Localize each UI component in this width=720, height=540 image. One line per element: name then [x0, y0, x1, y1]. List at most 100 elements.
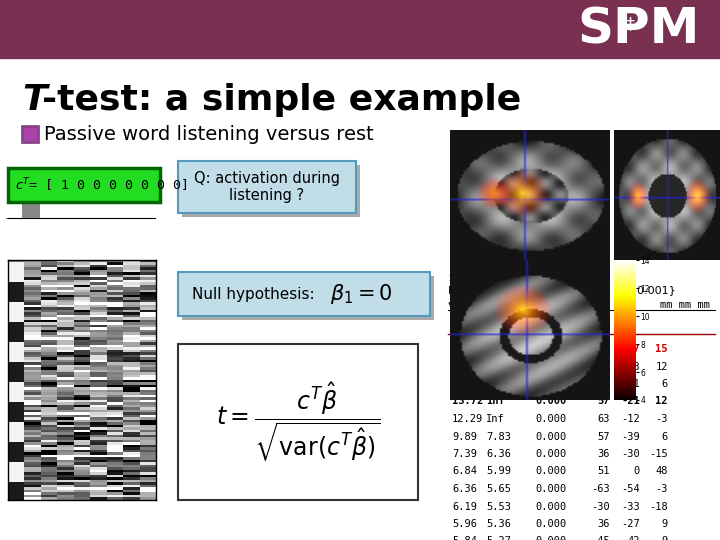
Text: 0.000: 0.000 — [535, 414, 566, 424]
Text: 0: 0 — [634, 467, 640, 476]
Text: -33: -33 — [621, 502, 640, 511]
Text: 42: 42 — [628, 537, 640, 540]
Text: results:: results: — [475, 272, 528, 285]
Text: 0.000: 0.000 — [535, 379, 566, 389]
Text: 57: 57 — [598, 396, 610, 407]
Text: -12: -12 — [621, 414, 640, 424]
Text: 7.39: 7.39 — [452, 449, 477, 459]
Text: 0.000: 0.000 — [535, 449, 566, 459]
Bar — [178, 272, 430, 316]
Text: 0.000: 0.000 — [535, 344, 566, 354]
Bar — [182, 276, 434, 320]
Text: Q: activation during
listening ?: Q: activation during listening ? — [194, 171, 340, 203]
Text: 5.65: 5.65 — [486, 484, 511, 494]
Text: 57: 57 — [598, 431, 610, 442]
Text: -33: -33 — [621, 361, 640, 372]
Text: Inf: Inf — [486, 396, 505, 407]
Text: uncorrected: uncorrected — [550, 322, 605, 331]
Text: -45: -45 — [591, 537, 610, 540]
Text: 6.84: 6.84 — [452, 467, 477, 476]
Text: T: T — [22, 83, 47, 117]
Text: †: † — [626, 15, 635, 33]
Text: Height threshold T = 3.2057  {p<0.001}: Height threshold T = 3.2057 {p<0.001} — [448, 286, 676, 296]
Text: 5.36: 5.36 — [486, 519, 511, 529]
Text: 11.82: 11.82 — [452, 379, 483, 389]
Text: 6.36: 6.36 — [486, 449, 511, 459]
Text: 9: 9 — [662, 537, 668, 540]
Text: ): ) — [511, 322, 516, 332]
Text: -30: -30 — [591, 502, 610, 511]
Text: $\beta_1 = 0$: $\beta_1 = 0$ — [330, 282, 392, 306]
Text: -66: -66 — [591, 379, 610, 389]
Text: -30: -30 — [621, 449, 640, 459]
Text: 9.89: 9.89 — [452, 431, 477, 442]
Text: -27: -27 — [621, 344, 640, 354]
Bar — [0, 0, 720, 58]
Text: -48: -48 — [591, 361, 610, 372]
Text: 6: 6 — [662, 379, 668, 389]
Text: voxel-level: voxel-level — [448, 300, 508, 310]
Text: -3: -3 — [655, 414, 668, 424]
Text: -: - — [5, 213, 9, 223]
Text: Inf: Inf — [486, 379, 505, 389]
Text: ₑ: ₑ — [506, 322, 510, 331]
Text: T: T — [452, 322, 459, 332]
Text: Inf: Inf — [486, 344, 505, 354]
Text: 12.04: 12.04 — [452, 361, 483, 372]
Text: -63: -63 — [591, 344, 610, 354]
Text: 6: 6 — [662, 431, 668, 442]
Text: 5.96: 5.96 — [452, 519, 477, 529]
Text: (Z: (Z — [492, 322, 504, 332]
Text: 7.83: 7.83 — [486, 431, 511, 442]
Text: 6.19: 6.19 — [452, 502, 477, 511]
Text: -18: -18 — [649, 502, 668, 511]
Text: 12.29: 12.29 — [452, 414, 483, 424]
Text: -21: -21 — [621, 379, 640, 389]
Text: 0.000: 0.000 — [535, 467, 566, 476]
Text: -test: a simple example: -test: a simple example — [42, 83, 521, 117]
Text: 6.36: 6.36 — [452, 484, 477, 494]
Bar — [182, 165, 360, 217]
Text: SPM: SPM — [577, 5, 700, 53]
Text: 13.94: 13.94 — [452, 344, 483, 354]
Text: Null hypothesis:: Null hypothesis: — [192, 287, 315, 301]
Text: -63: -63 — [591, 484, 610, 494]
Text: 63: 63 — [598, 414, 610, 424]
Text: 0.000: 0.000 — [535, 519, 566, 529]
Text: 0.000: 0.000 — [535, 502, 566, 511]
Text: 0.000: 0.000 — [535, 484, 566, 494]
Text: SPM: SPM — [448, 272, 470, 285]
Text: 36: 36 — [598, 519, 610, 529]
Text: 15: 15 — [655, 344, 668, 354]
Text: 5.84: 5.84 — [452, 537, 477, 540]
Text: 0.000: 0.000 — [535, 537, 566, 540]
Text: 0.000: 0.000 — [535, 361, 566, 372]
Text: 36: 36 — [598, 449, 610, 459]
Text: 51: 51 — [598, 467, 610, 476]
Text: 0.000: 0.000 — [535, 396, 566, 407]
Text: $c^T$= [ 1 0 0 0 0 0 0 0]: $c^T$= [ 1 0 0 0 0 0 0 0] — [15, 176, 187, 194]
Text: Passive word listening versus rest: Passive word listening versus rest — [44, 125, 374, 144]
Text: Inf: Inf — [486, 361, 505, 372]
Text: 5.27: 5.27 — [486, 537, 511, 540]
Text: 12: 12 — [655, 361, 668, 372]
Bar — [22, 191, 40, 218]
Bar — [8, 168, 160, 202]
Text: -39: -39 — [621, 431, 640, 442]
Text: -21: -21 — [621, 396, 640, 407]
Text: 12: 12 — [655, 396, 668, 407]
Text: 13.72: 13.72 — [452, 396, 483, 407]
Text: -54: -54 — [621, 484, 640, 494]
Text: $t = \dfrac{c^T\hat{\beta}}{\sqrt{\mathrm{var}(c^T\hat{\beta})}}$: $t = \dfrac{c^T\hat{\beta}}{\sqrt{\mathr… — [216, 381, 380, 463]
Text: -27: -27 — [621, 519, 640, 529]
Text: -15: -15 — [649, 449, 668, 459]
Text: 5.99: 5.99 — [486, 467, 511, 476]
Text: -3: -3 — [655, 484, 668, 494]
Text: 9: 9 — [662, 519, 668, 529]
Text: 0.000: 0.000 — [535, 431, 566, 442]
Bar — [22, 126, 38, 142]
Text: 48: 48 — [655, 467, 668, 476]
Bar — [178, 344, 418, 500]
Text: Inf: Inf — [486, 414, 505, 424]
Text: ρ: ρ — [541, 322, 547, 332]
